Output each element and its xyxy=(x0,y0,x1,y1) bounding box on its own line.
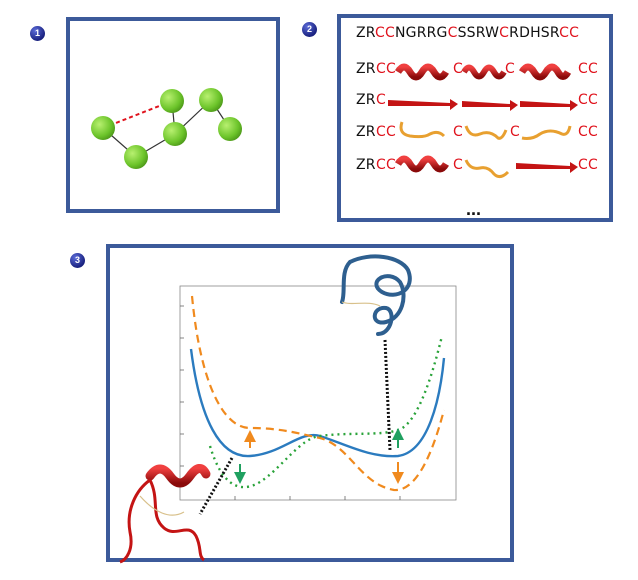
structure-glyphs xyxy=(388,63,578,179)
variant-row-4: ZR xyxy=(356,157,376,173)
sequence-panel xyxy=(337,14,613,222)
baseline-energy-curve xyxy=(189,348,446,458)
leader-line xyxy=(198,457,234,515)
helix-glyph xyxy=(461,64,507,80)
plot-frame xyxy=(179,285,457,501)
coil-glyph xyxy=(464,125,508,140)
more-variants-ellipsis: ... xyxy=(466,199,482,219)
row-prefix: ZR xyxy=(356,61,376,77)
coil-glyph xyxy=(521,125,572,140)
graph-node xyxy=(160,89,184,113)
variant-row-3: ZR xyxy=(356,124,376,140)
seq-token: C xyxy=(499,25,510,41)
helix-glyph xyxy=(394,63,450,81)
graph-node xyxy=(91,116,115,140)
energy-plot xyxy=(179,285,457,515)
variant-row-1: ZR xyxy=(356,61,376,77)
graph-node xyxy=(163,122,187,146)
cys-pair: CC xyxy=(578,124,598,140)
step-1-badge: 1 xyxy=(30,26,45,41)
strand-glyph xyxy=(388,99,458,110)
cys-single: C xyxy=(505,61,515,77)
helix-glyph xyxy=(518,63,572,81)
cys-single: C xyxy=(510,124,520,140)
residue-graph xyxy=(91,88,242,169)
row-prefix: ZR xyxy=(356,157,376,173)
cys-pair: CC xyxy=(578,61,598,77)
seq-token: ZR xyxy=(356,25,376,41)
helix-glyph xyxy=(394,155,450,173)
dotted-energy-curve xyxy=(208,335,444,489)
row-prefix: ZR xyxy=(356,92,376,108)
cys-single: C xyxy=(453,61,463,77)
cys-pair: CC xyxy=(578,92,598,108)
row-prefix: ZR xyxy=(356,124,376,140)
cys-pair: CC xyxy=(578,157,598,173)
cys-pair: CC xyxy=(376,61,396,77)
graph-panel xyxy=(66,17,280,213)
dashed-energy-curve xyxy=(190,295,446,492)
seq-token: CC xyxy=(559,25,580,41)
cys-pair: CC xyxy=(376,157,396,173)
strand-glyph xyxy=(520,100,578,111)
seq-token: C xyxy=(447,25,458,41)
coil-glyph xyxy=(399,121,446,139)
cys-single: C xyxy=(453,157,463,173)
variant-row-2: ZR xyxy=(356,92,376,108)
strand-glyph xyxy=(462,100,518,111)
strand-glyph xyxy=(516,162,578,173)
seq-token: CC xyxy=(375,25,395,41)
seq-token: RDHSR xyxy=(509,25,560,41)
energy-landscape-panel xyxy=(106,244,514,562)
coil-glyph xyxy=(464,159,510,179)
cys-single: C xyxy=(376,92,386,108)
full-sequence: ZRCCNGRRGCSSRWCRDHSRCC xyxy=(356,25,579,41)
step-3-badge: 3 xyxy=(70,253,85,268)
coil-structure-cartoon xyxy=(340,254,412,336)
graph-node xyxy=(124,145,148,169)
graph-node xyxy=(199,88,223,112)
helix-structure-cartoon xyxy=(119,464,211,564)
step-2-badge: 2 xyxy=(302,22,317,37)
seq-token: NGRRG xyxy=(394,25,448,41)
disulfide-edge xyxy=(102,100,173,129)
seq-token: SSRW xyxy=(457,25,500,41)
graph-node xyxy=(218,117,242,141)
cys-pair: CC xyxy=(376,124,396,140)
cys-single: C xyxy=(453,124,463,140)
